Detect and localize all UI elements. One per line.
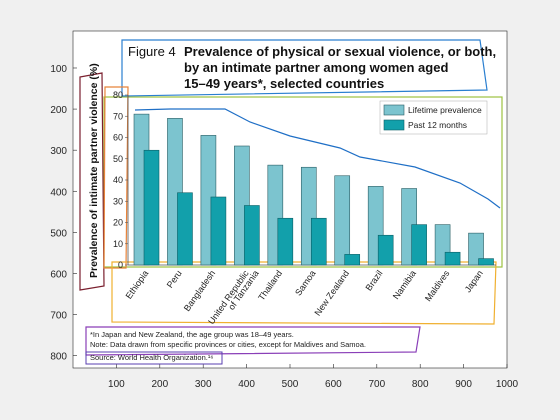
bar-past-12-months [444,251,461,266]
chart-title-line-2: by an intimate partner among women aged [184,60,448,75]
outer-ytick-label: 400 [50,187,67,198]
bar-past-12-months [277,217,294,266]
outer-ytick-label: 100 [50,64,67,75]
ytick-label: 20 [113,218,123,228]
ytick-label: 30 [113,196,123,206]
bar-past-12-months [210,196,227,266]
outer-xtick-label: 100 [108,379,125,390]
ylabel-box [79,72,105,291]
outer-xtick-label: 800 [412,379,429,390]
outer-xtick-label: 1000 [496,379,519,390]
chart-title-line-1: Prevalence of physical or sexual violenc… [184,44,496,59]
outer-xtick-label: 400 [238,379,255,390]
bar-past-12-months [344,254,361,266]
outer-axes: 100 200 300 400 500 600 700 800 900 1000100200300… [50,64,518,390]
y-axis-label: Prevalence of intimate partner violence … [88,63,100,278]
chart-title-line-3: 15–49 years*, selected countries [184,76,384,91]
bar-lifetime-prevalence [334,175,351,266]
ytick-box [103,86,129,269]
footnote-line-3: Source: World Health Organization.¹⁶ [90,353,213,362]
title-box [121,39,488,97]
bar-past-12-months [143,149,160,266]
outer-xtick-label: 900 [455,379,472,390]
footnote-line-1: *In Japan and New Zealand, the age group… [90,330,294,339]
figure-label: Figure 4 [128,44,176,59]
ytick-label: 70 [113,111,123,121]
outer-xtick-label: 500 [282,379,299,390]
bar-past-12-months [411,224,427,266]
legend-swatch-lifetime [383,104,405,116]
outer-ytick-label: 500 [50,228,67,239]
footnote-box [85,326,421,356]
outer-ytick-label: 800 [50,352,67,363]
ytick-label: 80 [113,90,123,100]
source-box [85,351,223,365]
bar-past-12-months [377,234,394,266]
ytick-label: 0 [118,260,123,270]
outer-ytick-label: 700 [50,311,67,322]
legend: Lifetime prevalence Past 12 months [379,100,488,135]
ytick-label: 50 [113,154,123,164]
bar-past-12-months [310,217,327,266]
outer-xtick-label: 700 [368,379,385,390]
legend-label-past-12-months: Past 12 months [408,120,467,130]
ytick-label: 60 [113,133,123,143]
legend-label-lifetime: Lifetime prevalence [408,105,482,115]
ytick-label: 10 [113,239,123,249]
bar-past-12-months [478,258,494,266]
legend-swatch-past-12-months [383,119,405,131]
outer-xtick-label: 300 [195,379,212,390]
ytick-label: 40 [113,175,123,185]
outer-xtick-label: 200 [151,379,168,390]
bar-lifetime-prevalence [468,232,484,266]
outer-ytick-label: 200 [50,105,67,116]
bar-past-12-months [177,192,193,266]
bar-past-12-months [244,205,260,266]
trend-line [134,108,501,209]
outer-ytick-label: 300 [50,146,67,157]
outer-ytick-label: 600 [50,269,67,280]
outer-xtick-label: 600 [325,379,342,390]
footnote-line-2: Note: Data drawn from specific provinces… [90,340,366,349]
